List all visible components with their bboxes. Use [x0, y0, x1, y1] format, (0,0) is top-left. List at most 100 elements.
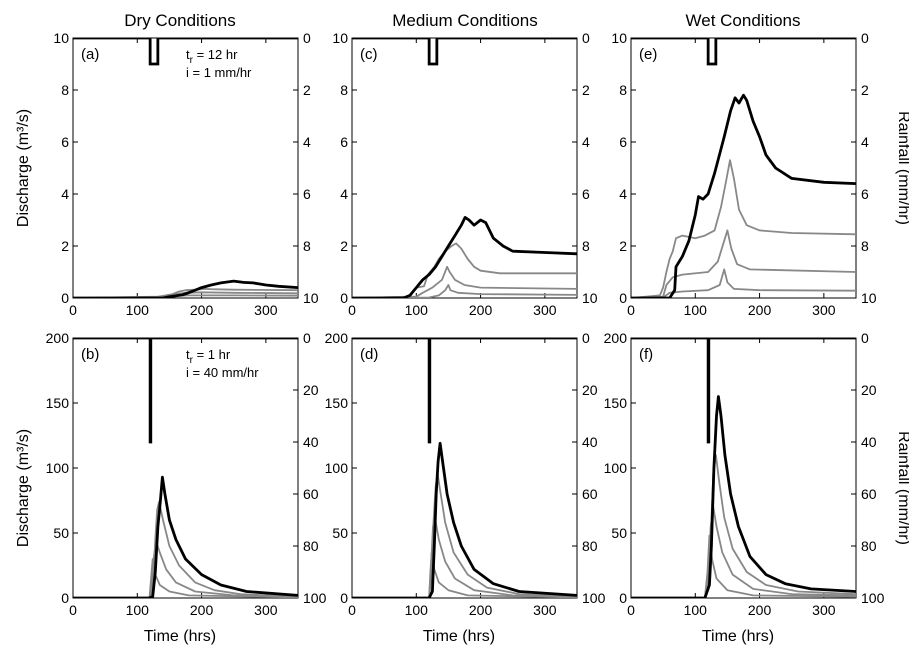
- y2-tick-label: 80: [861, 538, 877, 554]
- x-tick-label: 100: [126, 302, 150, 318]
- x-tick-label: 300: [812, 302, 836, 318]
- x-tick-label: 200: [190, 602, 214, 618]
- y2-tick-label: 8: [861, 238, 869, 254]
- x-tick-label: 200: [469, 602, 493, 618]
- rainfall-series: [73, 38, 298, 66]
- ylabel-discharge-bottom: Discharge (m³/s): [15, 429, 32, 547]
- x-tick-label: 0: [348, 302, 356, 318]
- y2-tick-label: 60: [582, 486, 598, 502]
- y-tick-label: 6: [619, 134, 627, 150]
- y2-tick-label: 4: [582, 134, 590, 150]
- discharge-series-main: [352, 441, 577, 598]
- discharge-series-2: [352, 284, 577, 298]
- y2-tick-label: 0: [303, 30, 311, 46]
- y-tick-label: 150: [46, 395, 70, 411]
- y-tick-label: 10: [332, 30, 348, 46]
- column-title-dry: Dry Conditions: [124, 11, 236, 30]
- annotation-duration: tr = 1 hr: [186, 347, 231, 366]
- y2-tick-label: 6: [861, 186, 869, 202]
- annotation-rest: = 1 hr: [193, 347, 231, 362]
- y-tick-label: 100: [325, 460, 349, 476]
- discharge-series-0: [73, 500, 298, 598]
- y-tick-label: 150: [325, 395, 349, 411]
- y-tick-label: 4: [340, 186, 348, 202]
- discharge-series-0: [631, 159, 856, 298]
- discharge-series-main: [631, 395, 856, 598]
- y2-tick-label: 10: [582, 290, 598, 306]
- y-tick-label: 50: [611, 525, 627, 541]
- panel-letter: (b): [81, 346, 99, 363]
- y2-tick-label: 2: [582, 82, 590, 98]
- y2-tick-label: 2: [861, 82, 869, 98]
- y-tick-label: 4: [61, 186, 69, 202]
- panel-letter: (d): [360, 346, 378, 363]
- discharge-series-1: [352, 516, 577, 598]
- x-tick-label: 300: [812, 602, 836, 618]
- x-tick-label: 300: [254, 302, 278, 318]
- annotation-intensity: i = 1 mm/hr: [186, 65, 252, 80]
- y2-tick-label: 6: [303, 186, 311, 202]
- panel-letter: (f): [639, 346, 653, 363]
- y2-tick-label: 8: [303, 238, 311, 254]
- x-tick-label: 300: [533, 302, 557, 318]
- rainfall-series: [73, 338, 298, 444]
- y-tick-label: 8: [619, 82, 627, 98]
- y-tick-label: 0: [340, 290, 348, 306]
- y-tick-label: 2: [340, 238, 348, 254]
- x-tick-label: 0: [69, 302, 77, 318]
- y2-tick-label: 0: [582, 330, 590, 346]
- y2-tick-label: 20: [861, 382, 877, 398]
- ylabel-discharge-top: Discharge (m³/s): [15, 109, 32, 227]
- y-tick-label: 0: [340, 590, 348, 606]
- y2-tick-label: 100: [582, 590, 606, 606]
- y-tick-label: 0: [619, 590, 627, 606]
- y-tick-label: 50: [53, 525, 69, 541]
- y2-tick-label: 100: [303, 590, 327, 606]
- y-tick-label: 0: [61, 590, 69, 606]
- discharge-series-main: [631, 93, 856, 298]
- panel-letter: (c): [360, 46, 378, 63]
- y2-tick-label: 40: [582, 434, 598, 450]
- x-tick-label: 0: [627, 302, 635, 318]
- y-tick-label: 2: [61, 238, 69, 254]
- y2-tick-label: 40: [861, 434, 877, 450]
- discharge-series-1: [631, 506, 856, 598]
- y-tick-label: 200: [604, 330, 628, 346]
- annotation-t: t: [186, 347, 190, 362]
- y2-tick-label: 10: [303, 290, 319, 306]
- y-tick-label: 10: [53, 30, 69, 46]
- discharge-series-2: [631, 268, 856, 298]
- xlabel-time-wet: Time (hrs): [702, 628, 774, 645]
- x-tick-label: 0: [627, 602, 635, 618]
- axes-box: [630, 37, 857, 299]
- discharge-series-1: [73, 539, 298, 598]
- y-tick-label: 2: [619, 238, 627, 254]
- y2-tick-label: 80: [582, 538, 598, 554]
- rainfall-series: [352, 38, 577, 66]
- xlabel-time-medium: Time (hrs): [423, 628, 495, 645]
- y2-tick-label: 4: [303, 134, 311, 150]
- axes-box: [630, 337, 857, 599]
- x-tick-label: 200: [469, 302, 493, 318]
- column-title-wet: Wet Conditions: [686, 11, 801, 30]
- annotation-subscript: r: [190, 355, 194, 366]
- x-tick-label: 200: [190, 302, 214, 318]
- y-tick-label: 150: [604, 395, 628, 411]
- y2-tick-label: 2: [303, 82, 311, 98]
- y-tick-label: 6: [340, 134, 348, 150]
- y2-tick-label: 8: [582, 238, 590, 254]
- x-tick-label: 200: [748, 602, 772, 618]
- y-tick-label: 6: [61, 134, 69, 150]
- y2-tick-label: 10: [861, 290, 877, 306]
- y-tick-label: 200: [46, 330, 70, 346]
- discharge-series-main: [352, 216, 577, 298]
- ylabel-rainfall-top: Rainfall (mm/hr): [895, 111, 909, 225]
- annotation-intensity: i = 40 mm/hr: [186, 365, 259, 380]
- y2-tick-label: 100: [861, 590, 885, 606]
- y-tick-label: 50: [332, 525, 348, 541]
- y2-tick-label: 80: [303, 538, 319, 554]
- y-tick-label: 4: [619, 186, 627, 202]
